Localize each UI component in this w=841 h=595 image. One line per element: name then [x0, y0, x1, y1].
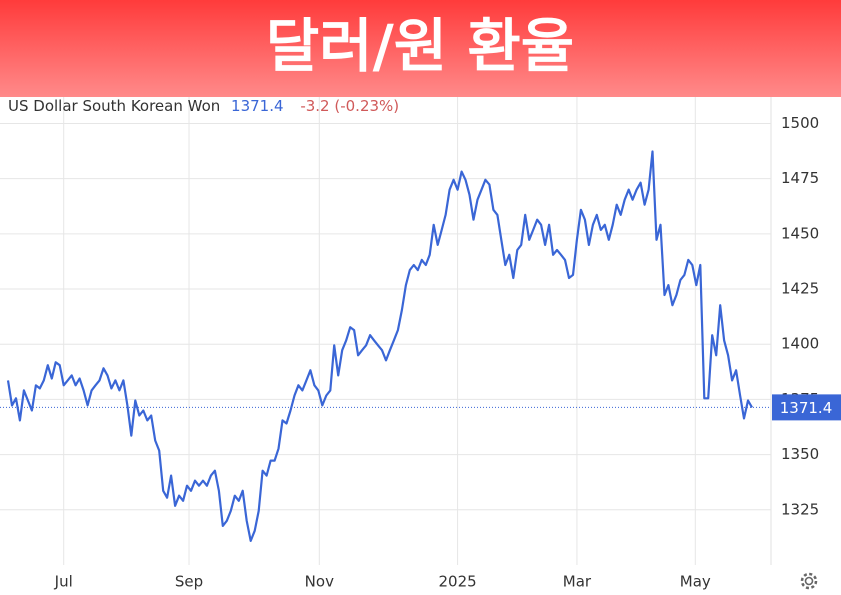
y-tick-label: 1425 [781, 280, 819, 298]
chart-title: 달러/원 환율 [266, 12, 574, 80]
y-tick-label: 1500 [781, 114, 819, 132]
x-tick-label: Jul [54, 573, 73, 591]
y-tick-label: 1325 [781, 500, 819, 518]
y-tick-label: 1350 [781, 445, 819, 463]
y-tick-label: 1400 [781, 335, 819, 353]
x-tick-label: Nov [305, 573, 334, 591]
x-tick-label: May [680, 573, 711, 591]
last-price-box [772, 394, 841, 421]
x-tick-label: Mar [563, 573, 592, 591]
banner [0, 0, 841, 97]
legend: US Dollar South Korean Won 1371.4 -3.2 (… [8, 97, 399, 115]
plot: 13251350137514001425145014751500JulSepNo… [0, 97, 841, 591]
price-change: -3.2 (-0.23%) [300, 97, 399, 115]
last-price-label: 1371.4 [780, 399, 833, 417]
last-price: 1371.4 [231, 97, 284, 115]
price-line [6, 150, 753, 542]
settings-icon[interactable] [800, 572, 818, 590]
x-tick-label: Sep [175, 573, 203, 591]
x-tick-label: 2025 [438, 573, 476, 591]
series-name: US Dollar South Korean Won [8, 97, 220, 115]
y-tick-label: 1450 [781, 224, 819, 242]
y-tick-label: 1475 [781, 169, 819, 187]
